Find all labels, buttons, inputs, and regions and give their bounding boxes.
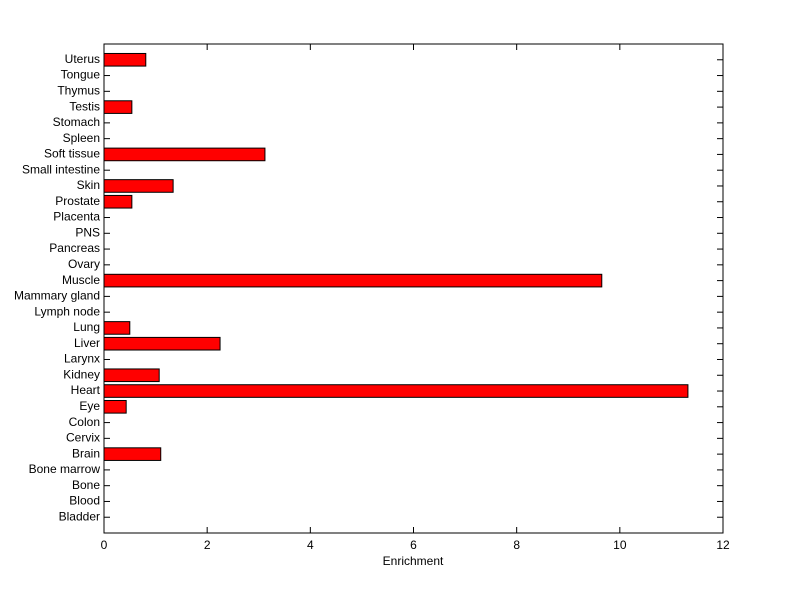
- y-tick-label: Heart: [71, 383, 101, 397]
- y-tick-label: Bone: [72, 478, 100, 492]
- bar: [103, 336, 221, 351]
- bar: [103, 147, 266, 162]
- y-tick-label: Pancreas: [49, 241, 100, 255]
- y-tick-label: Lung: [73, 320, 100, 334]
- bar: [103, 384, 689, 398]
- bar: [103, 52, 147, 67]
- y-tick-label: Lymph node: [34, 304, 100, 318]
- y-tick-label: Blood: [69, 494, 100, 508]
- y-tick-label: PNS: [75, 225, 100, 239]
- y-tick-label: Cervix: [66, 431, 100, 445]
- y-tick-label: Ovary: [68, 257, 100, 271]
- bar: [103, 321, 131, 335]
- y-tick-label: Eye: [79, 399, 100, 413]
- bar: [103, 194, 133, 209]
- y-tick-label: Brain: [72, 446, 100, 460]
- x-tick-label: 4: [307, 538, 314, 552]
- y-tick-label: Liver: [74, 336, 100, 350]
- y-tick-label: Bone marrow: [29, 462, 101, 476]
- y-tick-label: Bladder: [59, 509, 100, 523]
- bar: [103, 179, 174, 193]
- y-tick-label: Spleen: [63, 131, 100, 145]
- y-tick-label: Colon: [69, 415, 100, 429]
- x-tick-label: 8: [513, 538, 520, 552]
- bar: [103, 368, 160, 383]
- plot-frame: [103, 43, 724, 534]
- y-tick-label: Kidney: [63, 367, 100, 381]
- bar: [103, 399, 127, 414]
- x-tick-label: 0: [101, 538, 108, 552]
- y-tick-label: Mammary gland: [14, 289, 100, 303]
- y-tick-label: Uterus: [65, 52, 100, 66]
- y-tick-label: Soft tissue: [44, 147, 100, 161]
- y-tick-label: Tongue: [61, 68, 101, 82]
- y-tick-label: Larynx: [64, 352, 100, 366]
- bar: [103, 100, 133, 114]
- y-tick-label: Skin: [77, 178, 100, 192]
- bar: [103, 273, 603, 288]
- x-axis-label: Enrichment: [383, 554, 444, 568]
- x-tick-label: 2: [204, 538, 211, 552]
- x-tick-label: 10: [613, 538, 627, 552]
- y-tick-label: Prostate: [55, 194, 100, 208]
- x-tick-label: 12: [716, 538, 730, 552]
- y-tick-label: Muscle: [62, 273, 100, 287]
- y-tick-label: Testis: [69, 99, 100, 113]
- y-tick-label: Stomach: [53, 115, 100, 129]
- bar: [103, 447, 162, 461]
- x-tick-label: 6: [410, 538, 417, 552]
- y-tick-label: Thymus: [57, 83, 100, 97]
- y-tick-label: Placenta: [53, 210, 100, 224]
- y-tick-label: Small intestine: [22, 162, 100, 176]
